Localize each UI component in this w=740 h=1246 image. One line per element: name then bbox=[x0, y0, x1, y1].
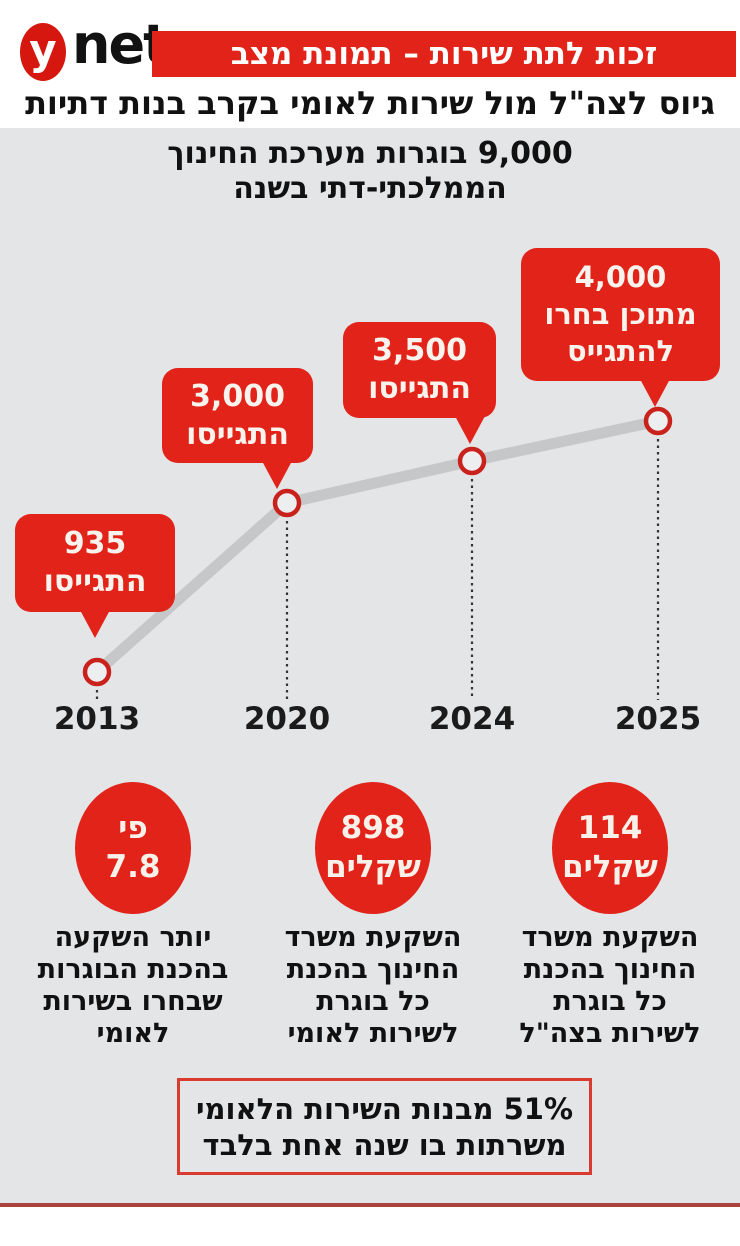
stat-caption-more-investment: יותר השקעה בהכנת הבוגרות שבחרו בשירות לא… bbox=[37, 922, 229, 1049]
callout-2013: 935 התגייסו bbox=[15, 514, 175, 638]
callout-2020-label: 3,000 התגייסו bbox=[186, 378, 289, 452]
callout-tail bbox=[455, 416, 485, 444]
chart-title: 9,000 בוגרות מערכת החינוך הממלכתי-דתי בש… bbox=[167, 136, 573, 206]
section-banner: זכות לתת שירות – תמונת מצב bbox=[152, 31, 736, 77]
year-label-2013: 2013 bbox=[53, 701, 141, 737]
stat-circle-898-shekels: 898 שקלים bbox=[315, 782, 431, 914]
callout-2013-label: 935 התגייסו bbox=[43, 526, 147, 599]
subtitle: גיוס לצה"ל מול שירות לאומי בקרב בנות דתי… bbox=[25, 84, 715, 122]
callout-tail bbox=[80, 610, 110, 638]
year-label-2024: 2024 bbox=[428, 701, 516, 737]
callout-tail bbox=[640, 379, 670, 407]
stat-circle-114-shekels: 114 שקלים bbox=[552, 782, 668, 914]
callout-2020: 3,000 התגייסו bbox=[162, 368, 313, 489]
callout-2025-label: 4,000 מתוכן בחרו להתגייס bbox=[544, 260, 697, 368]
year-label-2025: 2025 bbox=[614, 701, 702, 737]
callout-2024: 3,500 התגייסו bbox=[343, 322, 496, 444]
callout-2024-label: 3,500 התגייסו bbox=[368, 333, 471, 406]
banner-title: זכות לתת שירות – תמונת מצב bbox=[230, 36, 658, 72]
bottom-divider bbox=[0, 1203, 740, 1207]
year-label-2020: 2020 bbox=[243, 701, 331, 737]
ynet-logo: y bbox=[20, 23, 66, 81]
stat-caption-idf-investment: השקעת משרד החינוך בהכנת כל בוגרת לשירות … bbox=[519, 922, 701, 1049]
stat-caption-national-service-investment: השקעת משרד החינוך בהכנת כל בוגרת לשירות … bbox=[284, 922, 462, 1049]
callout-tail bbox=[262, 461, 292, 489]
footer-note-box: 51% מבנות השירות הלאומי משרתות בו שנה אח… bbox=[177, 1078, 592, 1175]
callout-2025: 4,000 מתוכן בחרו להתגייס bbox=[521, 248, 720, 407]
ynet-logo-y-icon: y bbox=[29, 24, 57, 74]
stat-circle-x7-8: פי 7.8 bbox=[75, 782, 191, 914]
